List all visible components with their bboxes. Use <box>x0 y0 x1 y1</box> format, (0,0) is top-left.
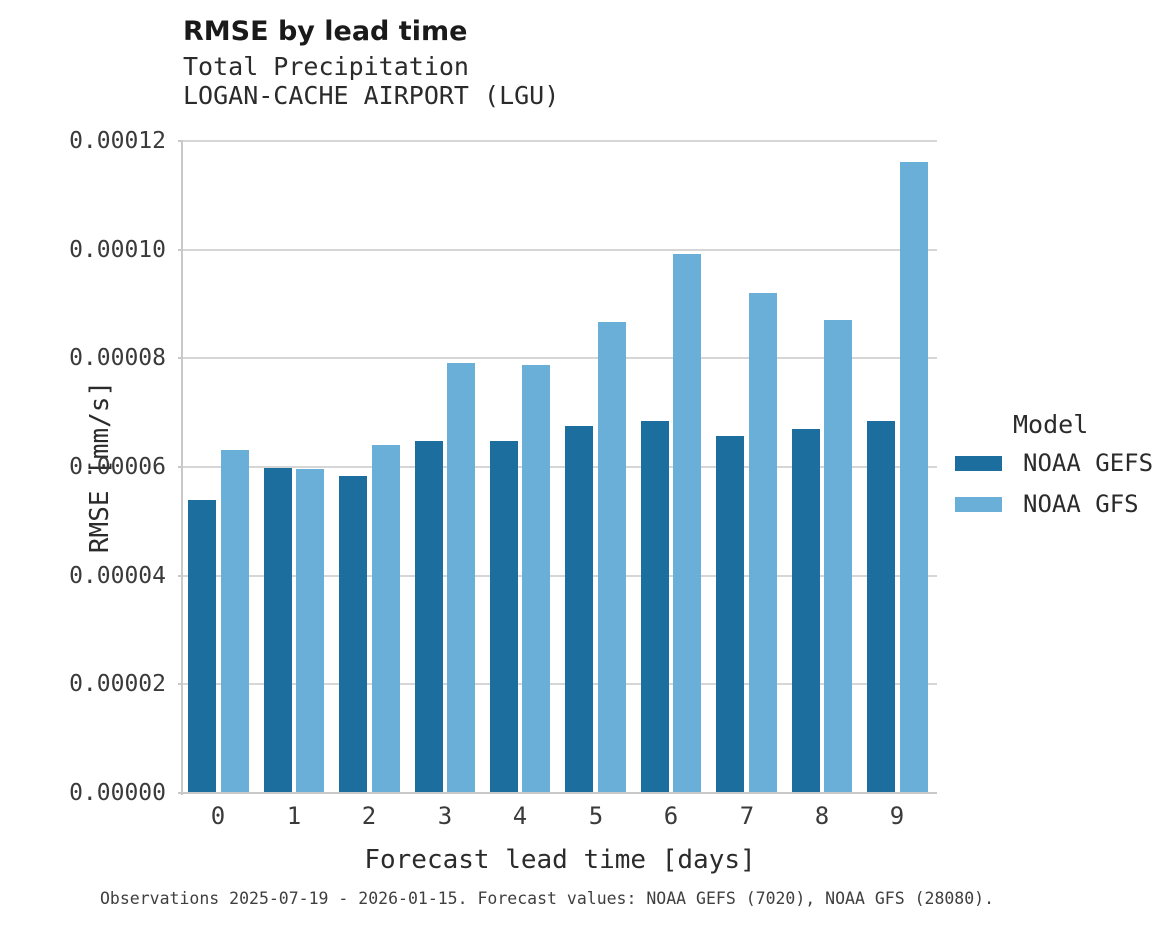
bar-noaa-gefs <box>867 421 895 792</box>
bar-noaa-gfs <box>372 445 400 792</box>
bar-noaa-gfs <box>824 320 852 792</box>
legend: Model NOAA GEFS NOAA GFS <box>955 410 1153 531</box>
y-tick-label: 0.00000 <box>69 780 166 806</box>
y-tick-label: 0.00008 <box>69 345 166 371</box>
grid-line <box>183 466 937 468</box>
bar-noaa-gefs <box>490 441 518 792</box>
legend-label-noaa-gefs: NOAA GEFS <box>1023 449 1154 477</box>
grid-line <box>183 357 937 359</box>
x-tick-label: 7 <box>739 802 755 830</box>
legend-title: Model <box>1013 410 1089 439</box>
bar-noaa-gefs <box>641 421 669 792</box>
bar-noaa-gefs <box>264 468 292 792</box>
bar-noaa-gefs <box>188 500 216 792</box>
y-tick-mark <box>178 683 183 685</box>
y-tick-label: 0.00006 <box>69 454 166 480</box>
bar-noaa-gfs <box>900 162 928 792</box>
x-tick-label: 5 <box>588 802 604 830</box>
bar-noaa-gefs <box>339 476 367 792</box>
bar-noaa-gfs <box>296 469 324 792</box>
chart-station-subtitle: LOGAN-CACHE AIRPORT (LGU) <box>183 81 560 110</box>
legend-label-noaa-gfs: NOAA GFS <box>1023 490 1139 518</box>
y-tick-label: 0.00004 <box>69 563 166 589</box>
chart-title: RMSE by lead time <box>183 16 468 47</box>
plot-area <box>178 140 937 795</box>
x-tick-label: 6 <box>663 802 679 830</box>
bar-noaa-gfs <box>522 365 550 792</box>
y-tick-mark <box>178 357 183 359</box>
y-tick-mark <box>178 466 183 468</box>
y-tick-mark <box>178 792 183 794</box>
caption: Observations 2025-07-19 - 2026-01-15. Fo… <box>100 889 995 908</box>
x-axis-title: Forecast lead time [days] <box>364 845 756 875</box>
y-tick-label: 0.00010 <box>69 237 166 263</box>
chart-subtitle: Total Precipitation <box>183 52 469 81</box>
legend-entry-noaa-gefs: NOAA GEFS <box>955 449 1153 477</box>
x-tick-label: 8 <box>814 802 830 830</box>
bar-noaa-gfs <box>749 293 777 792</box>
title-block: RMSE by lead time Total Precipitation LO… <box>183 16 559 110</box>
x-tick-label: 4 <box>512 802 528 830</box>
y-tick-mark <box>178 140 183 142</box>
y-tick-labels: 0.00000 0.00002 0.00004 0.00006 0.00008 0.000… <box>30 128 166 806</box>
bar-noaa-gefs <box>565 426 593 792</box>
legend-swatch-noaa-gfs <box>955 496 1002 512</box>
bar-noaa-gefs <box>716 436 744 792</box>
y-tick-label: 0.00012 <box>69 128 166 154</box>
bar-noaa-gefs <box>415 441 443 792</box>
grid-line <box>183 140 937 142</box>
y-tick-mark <box>178 249 183 251</box>
bar-noaa-gfs <box>447 363 475 792</box>
grid-line <box>183 575 937 577</box>
y-tick-label: 0.00002 <box>69 671 166 697</box>
x-tick-label: 0 <box>210 802 226 830</box>
bar-noaa-gfs <box>673 254 701 792</box>
x-tick-label: 2 <box>361 802 377 830</box>
grid-line <box>183 249 937 251</box>
y-tick-mark <box>178 575 183 577</box>
x-tick-label: 3 <box>437 802 453 830</box>
bar-noaa-gefs <box>792 429 820 792</box>
legend-entry-noaa-gfs: NOAA GFS <box>955 490 1153 518</box>
y-axis-line <box>181 141 183 795</box>
bar-noaa-gfs <box>598 322 626 792</box>
grid-line <box>183 683 937 685</box>
bar-noaa-gfs <box>221 450 249 792</box>
x-tick-label: 9 <box>889 802 905 830</box>
x-tick-labels: 0 1 2 3 4 5 6 7 8 9 <box>183 802 937 834</box>
legend-swatch-noaa-gefs <box>955 455 1002 471</box>
x-axis-line <box>181 792 937 794</box>
x-tick-label: 1 <box>286 802 302 830</box>
